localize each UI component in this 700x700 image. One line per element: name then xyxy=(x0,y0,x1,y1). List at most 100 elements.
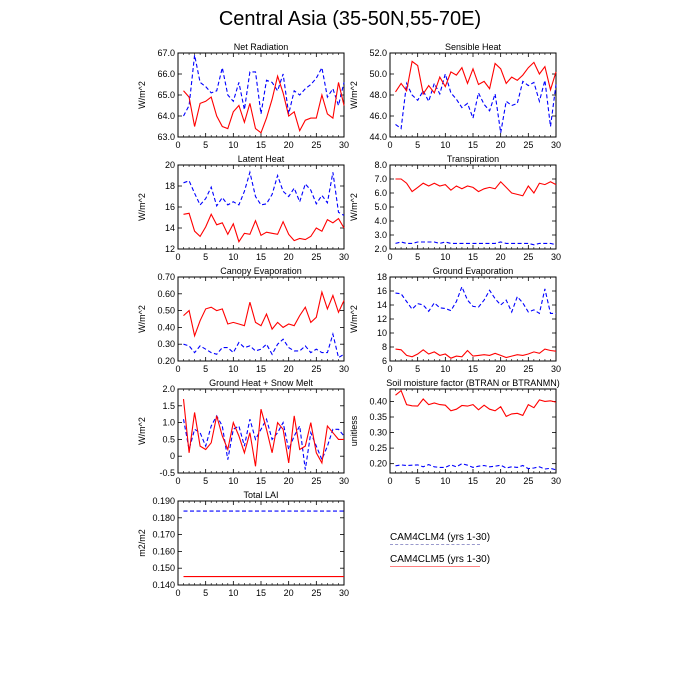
x-tick-label: 30 xyxy=(339,140,349,150)
y-tick-label: 1.5 xyxy=(162,401,175,411)
y-tick-label: 16 xyxy=(165,202,175,212)
plot-frame xyxy=(177,276,345,362)
panel-5: Canopy Evaporation 0 5 10 15 20 25 30 0.20 0.30 0.… xyxy=(137,266,349,374)
x-tick-label: 0 xyxy=(387,364,392,374)
y-tick-label: 12 xyxy=(165,244,175,254)
y-tick-label: 0.5 xyxy=(162,434,175,444)
y-tick-label: 64.0 xyxy=(157,111,175,121)
x-tick-label: 15 xyxy=(256,588,266,598)
x-tick-label: 0 xyxy=(387,252,392,262)
x-tick-label: 20 xyxy=(284,140,294,150)
y-tick-label: 44.0 xyxy=(369,132,387,142)
x-tick-label: 15 xyxy=(256,252,266,262)
y-tick-label: 18 xyxy=(165,181,175,191)
y-axis-label: W/m^2 xyxy=(137,193,147,221)
panel-8: Soil moisture factor (BTRAN or BTRANMN) 0… xyxy=(349,378,561,486)
x-tick-label: 30 xyxy=(339,252,349,262)
y-tick-label: 16 xyxy=(377,286,387,296)
y-tick-label: 5.0 xyxy=(374,202,387,212)
x-tick-label: 0 xyxy=(387,476,392,486)
y-axis-label: m2/m2 xyxy=(137,529,147,557)
x-tick-label: 5 xyxy=(203,588,208,598)
x-tick-label: 15 xyxy=(256,364,266,374)
y-axis-label: unitless xyxy=(349,415,359,446)
x-tick-label: 20 xyxy=(496,476,506,486)
x-tick-label: 15 xyxy=(468,140,478,150)
legend-swatch-dashed xyxy=(390,544,480,545)
x-tick-label: 15 xyxy=(468,476,478,486)
y-tick-label: 7.0 xyxy=(374,174,387,184)
series-line-clm5 xyxy=(395,178,557,197)
y-tick-label: 2.0 xyxy=(162,384,175,394)
y-tick-label: 0.20 xyxy=(157,356,175,366)
x-tick-label: 25 xyxy=(523,252,533,262)
panel-title: Ground Heat + Snow Melt xyxy=(209,378,313,388)
x-tick-label: 10 xyxy=(440,476,450,486)
x-tick-label: 10 xyxy=(440,140,450,150)
x-tick-label: 25 xyxy=(311,588,321,598)
x-tick-label: 5 xyxy=(203,252,208,262)
y-tick-label: 20 xyxy=(165,160,175,170)
x-tick-label: 30 xyxy=(339,476,349,486)
y-tick-label: 1.0 xyxy=(162,418,175,428)
y-tick-label: 8 xyxy=(382,342,387,352)
x-tick-label: 15 xyxy=(468,364,478,374)
plot-frame xyxy=(177,388,345,474)
y-tick-label: 0.140 xyxy=(152,580,175,590)
y-tick-label: 0.70 xyxy=(157,272,175,282)
legend-entry-clm5: CAM4CLM5 (yrs 1-30) xyxy=(390,554,530,576)
x-tick-label: 15 xyxy=(256,476,266,486)
y-tick-label: 0.60 xyxy=(157,289,175,299)
panel-title: Canopy Evaporation xyxy=(220,266,302,276)
y-axis-label: W/m^2 xyxy=(349,81,359,109)
x-tick-label: 30 xyxy=(551,252,561,262)
panel-title: Latent Heat xyxy=(238,154,285,164)
panel-title: Ground Evaporation xyxy=(433,266,514,276)
x-tick-label: 5 xyxy=(203,364,208,374)
y-axis-label: W/m^2 xyxy=(349,193,359,221)
x-tick-label: 30 xyxy=(339,588,349,598)
y-tick-label: 14 xyxy=(165,223,175,233)
series-line-clm4 xyxy=(183,54,345,117)
y-tick-label: 52.0 xyxy=(369,48,387,58)
series-line-clm4 xyxy=(182,414,345,470)
y-tick-label: 0.150 xyxy=(152,563,175,573)
x-tick-label: 10 xyxy=(440,364,450,374)
x-tick-label: 30 xyxy=(551,140,561,150)
x-tick-label: 0 xyxy=(175,476,180,486)
y-tick-label: 10 xyxy=(377,328,387,338)
legend: CAM4CLM4 (yrs 1-30) CAM4CLM5 (yrs 1-30) xyxy=(390,532,530,576)
panel-title: Transpiration xyxy=(447,154,499,164)
y-tick-label: 0 xyxy=(170,451,175,461)
plot-frame xyxy=(177,52,345,138)
y-tick-label: 8.0 xyxy=(374,160,387,170)
legend-swatch-solid xyxy=(390,566,480,567)
y-axis-label: W/m^2 xyxy=(137,81,147,109)
panel-title: Total LAI xyxy=(243,490,278,500)
x-tick-label: 20 xyxy=(496,252,506,262)
series-line-clm5 xyxy=(395,389,557,418)
x-tick-label: 5 xyxy=(415,140,420,150)
x-tick-label: 25 xyxy=(523,364,533,374)
y-tick-label: 0.35 xyxy=(369,412,387,422)
x-tick-label: 0 xyxy=(387,140,392,150)
y-tick-label: 0.30 xyxy=(157,339,175,349)
y-tick-label: 0.170 xyxy=(152,530,175,540)
x-tick-label: 20 xyxy=(496,364,506,374)
series-line-clm4 xyxy=(395,285,556,315)
x-tick-label: 25 xyxy=(523,140,533,150)
page-title: Central Asia (35-50N,55-70E) xyxy=(218,8,482,30)
y-tick-label: 50.0 xyxy=(369,69,387,79)
y-tick-label: 6.0 xyxy=(374,188,387,198)
series-line-clm5 xyxy=(395,60,557,96)
y-tick-label: 0.160 xyxy=(152,546,175,556)
x-tick-label: 30 xyxy=(551,364,561,374)
x-tick-label: 20 xyxy=(284,476,294,486)
x-tick-label: 20 xyxy=(496,140,506,150)
y-tick-label: 6 xyxy=(382,356,387,366)
y-tick-label: 18 xyxy=(377,272,387,282)
y-tick-label: 0.180 xyxy=(152,513,175,523)
plot-frame xyxy=(177,500,345,586)
panel-1: Net Radiation 0 5 10 15 20 25 30 63.0 64.0 65.0 66.… xyxy=(137,42,349,150)
panel-title: Net Radiation xyxy=(234,42,289,52)
